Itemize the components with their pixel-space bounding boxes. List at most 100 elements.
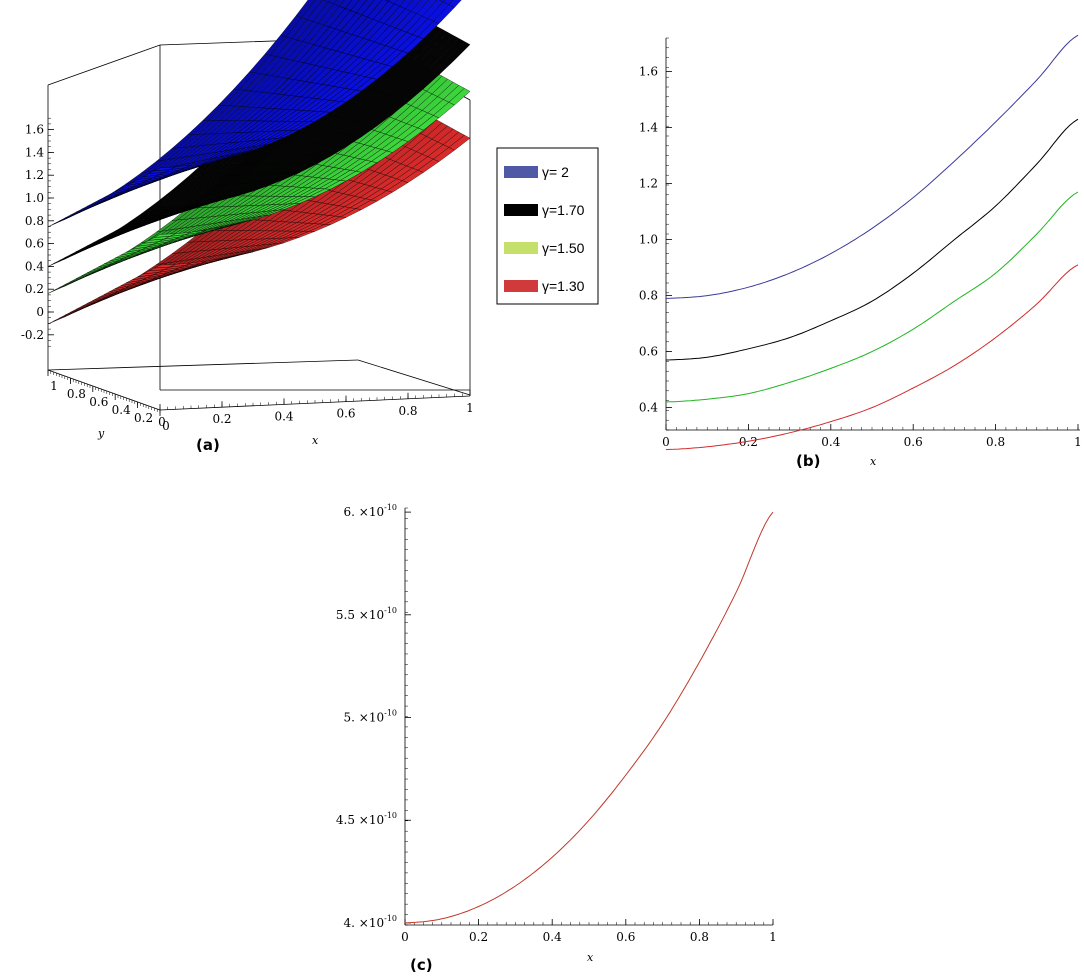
- y-tick-label: 0.2: [134, 411, 153, 425]
- x-tick-label: 0.6: [336, 407, 355, 421]
- series-group: [665, 34, 1079, 451]
- surface-patch: [344, 0, 360, 11]
- panel-a-3d-surface: -0.200.20.40.60.81.01.21.41.6 0 0.2 0.4 0.6…: [21, 0, 599, 454]
- y-tick-label: 4.5 ×10-10: [336, 811, 397, 827]
- surface-patch: [443, 0, 454, 5]
- surface-patch: [87, 198, 109, 207]
- y-tick-label: 1.6: [639, 65, 658, 79]
- y-tick-label: 1.4: [639, 121, 658, 135]
- y-axis-ticks: 4. ×10-10 4.5 ×10-10 5. ×10-10 5.5 ×10-10 6.…: [336, 503, 411, 930]
- y-tick-label: 6. ×10-10: [344, 503, 397, 519]
- z-tick-label: -0.2: [21, 328, 44, 342]
- y-axis-ticks: 0.4 0.6 0.8 1.0 1.2 1.4 1.6: [639, 37, 672, 431]
- x-tick-label: 0.4: [821, 435, 840, 449]
- z-axis: -0.2 0 0.2 0.4 0.6 0.8 1.0 1.2 1.4 1.6: [21, 117, 54, 347]
- y-tick-label: 0.8: [67, 387, 86, 401]
- surface-0: [47, 0, 462, 228]
- surface-patch: [448, 134, 471, 151]
- legend-swatch: [504, 204, 538, 216]
- z-tick-label: 1.6: [25, 123, 44, 137]
- panel-c-caption: (c): [410, 956, 433, 974]
- y-tick-label: 0.4: [639, 401, 658, 415]
- panel-b-line-chart: 0.4 0.6 0.8 1.0 1.2 1.4 1.6 0 0.2 0.4 0.6 0.8 1 x (…: [639, 34, 1082, 470]
- z-tick-label: 0.4: [25, 259, 44, 273]
- x-tick-label: 0.8: [986, 435, 1005, 449]
- x-tick-label: 0.8: [398, 404, 417, 418]
- z-tick-label: 1.0: [25, 191, 44, 205]
- z-tick-label: 0: [36, 305, 44, 319]
- series-line-2: [665, 191, 1079, 403]
- x-tick-label: 0.2: [739, 435, 758, 449]
- legend-swatch: [504, 280, 538, 292]
- surface-patch: [399, 0, 414, 9]
- y-tick-label: 0.8: [639, 289, 658, 303]
- y-tick-label: 5.5 ×10-10: [336, 606, 397, 622]
- y-tick-label: 0.4: [112, 403, 131, 417]
- z-tick-label: 1.2: [25, 168, 44, 182]
- x-tick-label: 0.6: [904, 435, 923, 449]
- y-tick-label: 1: [50, 379, 58, 393]
- surface-patch: [448, 88, 471, 106]
- legend-label: γ=1.30: [542, 278, 585, 294]
- x-tick-label: 1: [466, 401, 474, 415]
- x-tick-label: 0: [662, 435, 670, 449]
- x-tick-label: 0.4: [543, 930, 562, 944]
- x-axis-label: x: [587, 951, 594, 964]
- legend-swatch: [504, 242, 538, 254]
- series-line-1: [665, 118, 1079, 361]
- x-axis-ticks: 0 0.2 0.4 0.6 0.8 1: [662, 424, 1082, 449]
- x-axis-ticks: 0 0.2 0.4 0.6 0.8 1: [401, 919, 777, 944]
- surface-patch: [405, 0, 422, 12]
- y-axis: 0 0.20.4 0.60.8 1: [47, 370, 170, 433]
- surface-patch: [393, 0, 406, 7]
- legend: γ= 2 γ=1.70 γ=1.50 γ=1.30: [496, 147, 599, 305]
- x-tick-label: 0: [158, 415, 166, 429]
- series-group: [404, 511, 774, 924]
- surface-patch: [322, 0, 330, 3]
- z-tick-label: 0.6: [25, 237, 44, 251]
- y-tick-label: 5. ×10-10: [344, 709, 397, 725]
- x-tick-label: 0.2: [469, 930, 488, 944]
- surface-patch: [81, 240, 103, 249]
- y-tick-label: 0.6: [639, 345, 658, 359]
- z-tick-label: 0.2: [25, 282, 44, 296]
- legend-swatch: [504, 166, 538, 178]
- y-tick-label: 4. ×10-10: [344, 914, 397, 930]
- legend-label: γ= 2: [542, 164, 569, 180]
- surfaces-group: [47, 0, 471, 325]
- x-tick-label: 0: [401, 930, 409, 944]
- z-tick-label: 1.4: [25, 145, 44, 159]
- x-tick-label: 0.8: [690, 930, 709, 944]
- x-axis-label: x: [312, 434, 319, 447]
- series-line-0: [404, 511, 774, 924]
- surface-patch: [388, 0, 398, 5]
- x-axis-label: x: [870, 455, 877, 468]
- legend-label: γ=1.50: [542, 240, 585, 256]
- panel-c-line-chart: 4. ×10-10 4.5 ×10-10 5. ×10-10 5.5 ×10-10 6.…: [336, 503, 777, 974]
- surface-patch: [448, 0, 462, 8]
- x-tick-label: 0.2: [212, 412, 231, 426]
- series-line-3: [665, 264, 1079, 451]
- y-axis-label: y: [97, 427, 105, 440]
- panel-a-caption: (a): [196, 436, 220, 454]
- surface-patch: [448, 41, 471, 61]
- surface-patch: [81, 201, 103, 210]
- x-tick-label: 1: [769, 930, 777, 944]
- surface-patch: [333, 0, 345, 7]
- legend-label: γ=1.70: [542, 202, 585, 218]
- surface-patch: [328, 0, 338, 5]
- y-tick-label: 1.0: [639, 233, 658, 247]
- surface-patch: [81, 268, 103, 276]
- surface-patch: [339, 0, 353, 9]
- surface-patch: [81, 298, 103, 307]
- x-axis: 0 0.2 0.4 0.6 0.8 1: [158, 390, 474, 429]
- y-tick-label: 0: [162, 419, 170, 433]
- y-tick-label: 0.6: [89, 395, 108, 409]
- y-tick-label: 1.2: [639, 177, 658, 191]
- surface-patch: [87, 238, 109, 246]
- surface-patch: [87, 265, 109, 273]
- z-tick-label: 0.8: [25, 214, 44, 228]
- x-tick-label: 0.6: [616, 930, 635, 944]
- x-tick-label: 0.4: [274, 409, 293, 423]
